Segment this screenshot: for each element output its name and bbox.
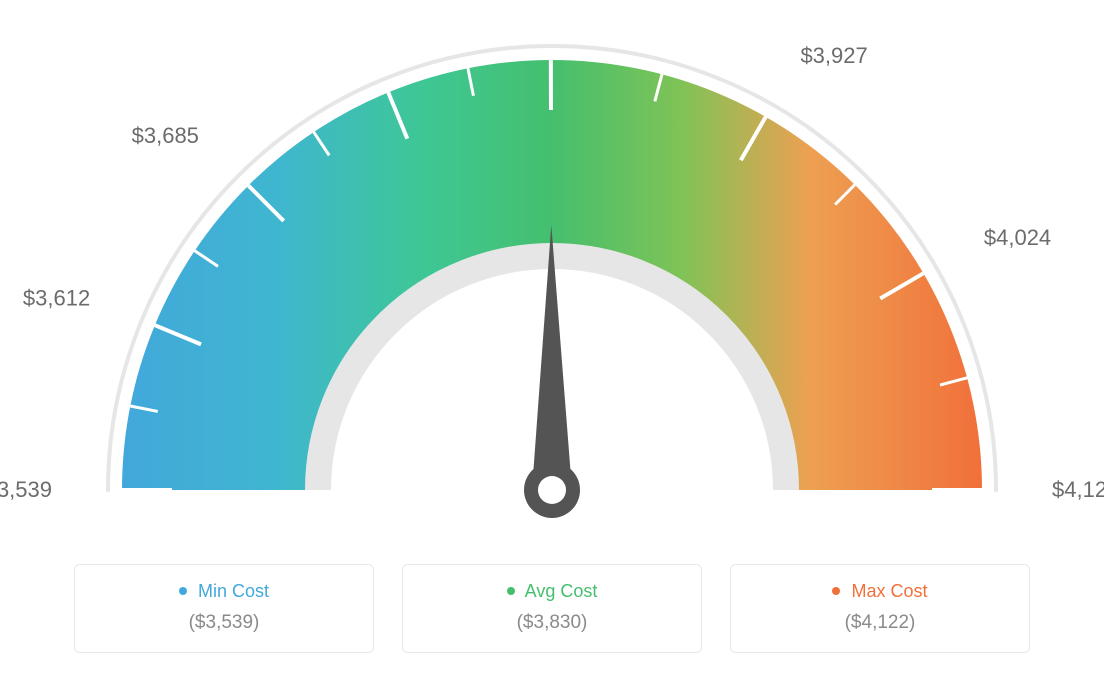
legend-title-max: Max Cost — [751, 581, 1009, 602]
svg-text:$3,830: $3,830 — [517, 0, 584, 2]
legend-value-min: ($3,539) — [95, 612, 353, 634]
svg-text:$4,024: $4,024 — [984, 225, 1051, 250]
dot-icon — [179, 587, 187, 595]
legend-card-avg: Avg Cost ($3,830) — [402, 564, 702, 653]
dot-icon — [832, 587, 840, 595]
svg-text:$3,927: $3,927 — [800, 43, 867, 68]
legend-title-avg: Avg Cost — [423, 581, 681, 602]
legend-title-min: Min Cost — [95, 581, 353, 602]
svg-text:$3,612: $3,612 — [23, 285, 90, 310]
gauge-svg: $3,539 $3,612 $3,685 $3,830 $3,927 $4,024 $4,1… — [0, 0, 1104, 560]
legend-row: Min Cost ($3,539) Avg Cost ($3,830) Max … — [0, 564, 1104, 653]
svg-text:$4,122: $4,122 — [1052, 477, 1104, 502]
legend-card-max: Max Cost ($4,122) — [730, 564, 1030, 653]
svg-text:$3,685: $3,685 — [132, 123, 199, 148]
legend-label: Avg Cost — [525, 581, 598, 601]
dot-icon — [507, 587, 515, 595]
legend-value-max: ($4,122) — [751, 612, 1009, 634]
legend-label: Min Cost — [198, 581, 269, 601]
gauge-chart: $3,539 $3,612 $3,685 $3,830 $3,927 $4,024 $4,1… — [0, 0, 1104, 560]
legend-value-avg: ($3,830) — [423, 612, 681, 634]
legend-card-min: Min Cost ($3,539) — [74, 564, 374, 653]
svg-text:$3,539: $3,539 — [0, 477, 52, 502]
legend-label: Max Cost — [851, 581, 927, 601]
